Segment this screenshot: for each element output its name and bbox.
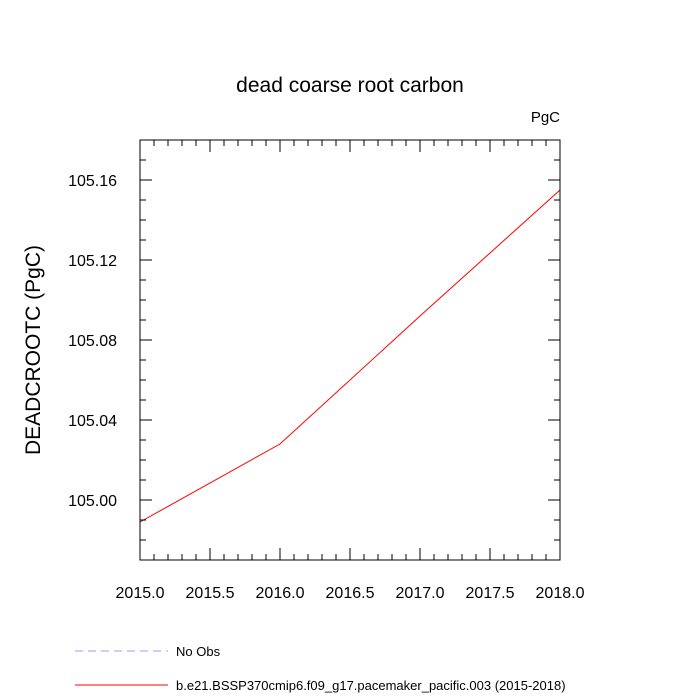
x-tick-label: 2017.0 [396, 585, 445, 602]
plot-area [139, 189, 561, 523]
legend-label-1: b.e21.BSSP370cmip6.f09_g17.pacemaker_pac… [176, 678, 566, 693]
x-tick-label: 2015.0 [116, 585, 165, 602]
x-tick-label: 2015.5 [186, 585, 235, 602]
y-tick-label: 105.08 [68, 333, 117, 350]
axes: 2015.0 2015.5 2016.0 2016.5 2017.0 2017.5 2018… [68, 139, 585, 602]
legend-label-0: No Obs [176, 644, 221, 659]
chart-title: dead coarse root carbon [236, 74, 464, 97]
x-tick-label: 2017.5 [466, 585, 515, 602]
y-tick-label: 105.12 [68, 253, 117, 270]
legend: No Obs b.e21.BSSP370cmip6.f09_g17.pacemak… [75, 644, 566, 693]
x-tick-label: 2018.0 [536, 585, 585, 602]
plot-frame [139, 139, 561, 561]
x-tick-label: 2016.0 [256, 585, 305, 602]
y-axis-label: DEADCROOTC (PgC) [22, 245, 45, 455]
y-tick-label: 105.04 [68, 413, 117, 430]
y-tick-label: 105.00 [68, 493, 117, 510]
units-label: PgC [531, 109, 560, 126]
y-tick-label: 105.16 [68, 173, 117, 190]
x-tick-label: 2016.5 [326, 585, 375, 602]
series-line-1 [139, 189, 561, 523]
